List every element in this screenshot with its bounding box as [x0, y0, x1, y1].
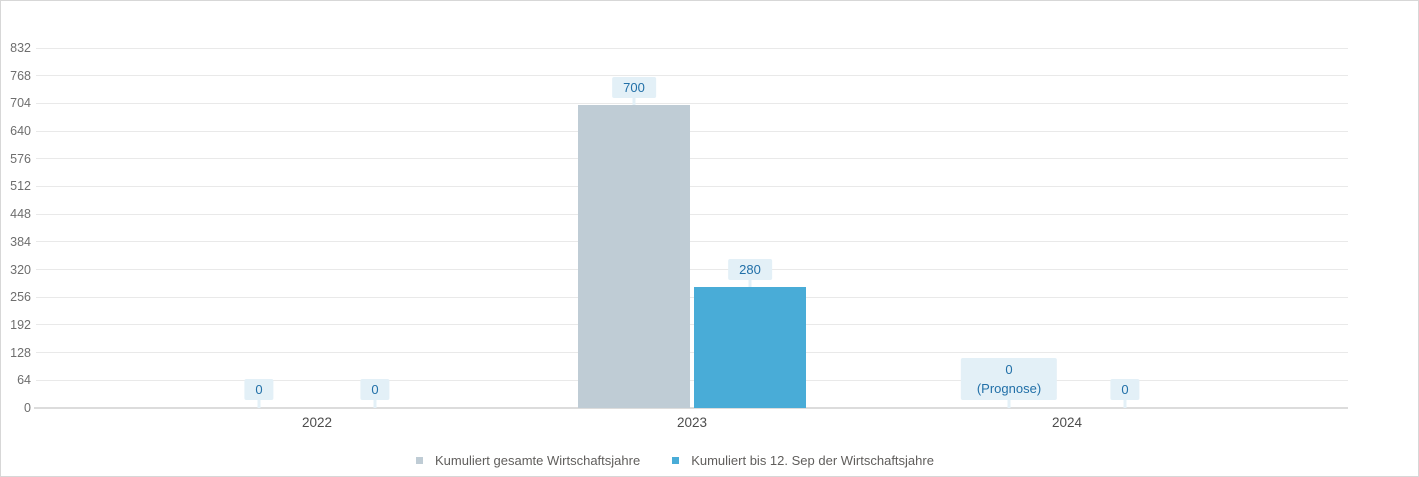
x-tick-label: 2024 — [1051, 415, 1083, 430]
y-tick-label: 384 — [10, 234, 31, 249]
data-label-stem — [257, 400, 261, 408]
data-label-stem — [373, 400, 377, 408]
data-label-stem — [632, 98, 636, 106]
gridline — [36, 379, 1348, 381]
legend-marker-icon — [416, 456, 423, 464]
gridline — [36, 130, 1348, 132]
y-tick-label: 512 — [10, 179, 31, 194]
legend-label: Kumuliert bis 12. Sep der Wirtschaftsjah… — [691, 452, 934, 468]
gridline — [36, 75, 1348, 77]
data-label: 0 — [244, 379, 274, 400]
data-label-line: 0 — [255, 382, 263, 397]
x-axis-line — [34, 407, 1348, 409]
y-tick-label: 448 — [10, 207, 31, 222]
y-tick-label: 704 — [10, 96, 31, 111]
data-label-line: 0 — [1005, 362, 1013, 377]
gridline — [36, 269, 1348, 271]
legend: Kumuliert gesamte Wirtschaftsjahre Kumuli… — [416, 449, 934, 471]
legend-marker-icon — [672, 456, 680, 464]
bar-kumuliert-bis-12-sep-2023[interactable] — [694, 286, 806, 408]
data-label-stem — [1123, 400, 1127, 408]
y-tick-label: 256 — [10, 290, 31, 305]
data-label-line: (Prognose) — [976, 381, 1042, 396]
y-tick-label: 0 — [24, 401, 31, 415]
gridline — [36, 213, 1348, 215]
y-tick-label: 320 — [10, 262, 31, 277]
y-tick-label: 128 — [10, 345, 31, 360]
data-label: 0 — [1110, 379, 1140, 400]
data-label-stem — [1007, 400, 1011, 408]
gridline — [36, 352, 1348, 354]
data-label-stem — [748, 279, 752, 287]
legend-item-kumuliert-gesamt[interactable]: Kumuliert gesamte Wirtschaftsjahre — [416, 453, 640, 468]
x-tick-label: 2022 — [301, 415, 333, 430]
data-label-line: 280 — [739, 261, 761, 277]
bar-kumuliert-gesamt-2023[interactable] — [578, 105, 690, 408]
y-tick-label: 768 — [10, 68, 31, 83]
gridline — [36, 47, 1348, 49]
gridline — [36, 296, 1348, 298]
data-label-line: 0 — [371, 382, 379, 397]
y-tick-label: 192 — [10, 317, 31, 332]
data-label: 0 — [360, 379, 390, 400]
gridline — [36, 158, 1348, 160]
gridline — [36, 185, 1348, 187]
gridline — [36, 102, 1348, 104]
data-label-line: 700 — [623, 80, 645, 96]
data-label: 700 — [612, 77, 656, 99]
data-label-line: 0 — [1121, 382, 1129, 397]
y-tick-label: 64 — [17, 373, 31, 388]
gridline — [36, 324, 1348, 326]
legend-item-kumuliert-bis-12-sep[interactable]: Kumuliert bis 12. Sep der Wirtschaftsjah… — [672, 453, 934, 468]
legend-label: Kumuliert gesamte Wirtschaftsjahre — [435, 452, 641, 468]
gridline — [36, 241, 1348, 243]
data-label: 0 (Prognose) — [960, 358, 1058, 400]
data-label: 280 — [728, 258, 772, 280]
y-tick-label: 832 — [10, 41, 31, 55]
x-tick-label: 2023 — [676, 415, 708, 430]
y-tick-label: 576 — [10, 151, 31, 166]
y-tick-label: 640 — [10, 124, 31, 139]
